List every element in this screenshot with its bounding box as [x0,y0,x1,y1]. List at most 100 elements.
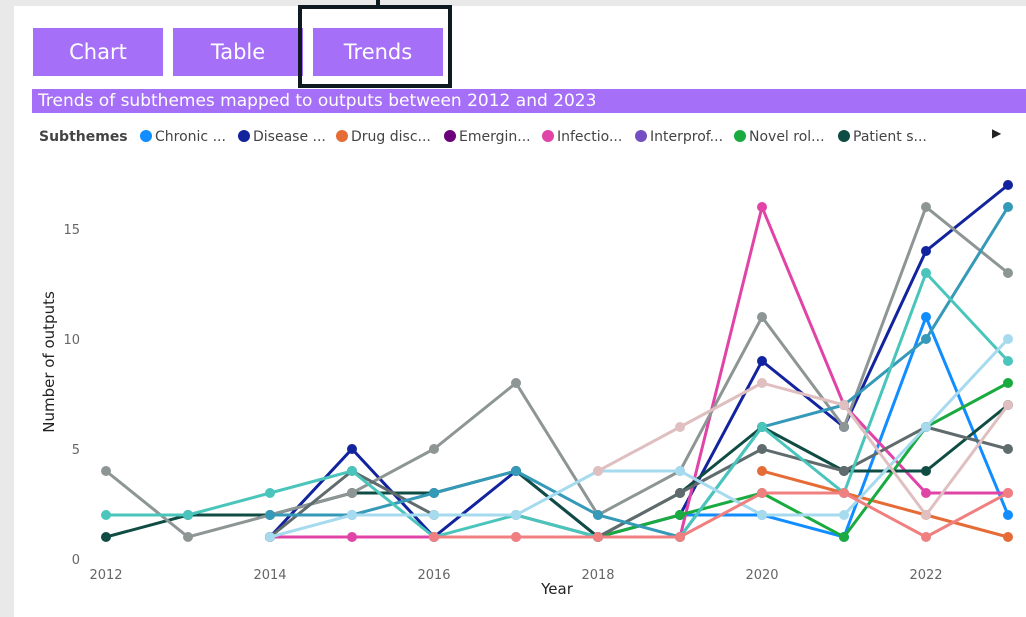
y-tick-label: 15 [63,223,80,238]
pointer-line [376,0,380,6]
series-line [269,425,1009,539]
data-point [593,532,603,542]
series-line [105,403,1009,539]
data-point [593,510,603,520]
legend-swatch [838,130,850,142]
data-point [921,510,931,520]
x-tick-label: 2018 [581,568,614,583]
data-point [921,334,931,344]
data-point [675,488,685,498]
y-tick-label: 0 [72,553,80,568]
data-point [1003,202,1013,212]
legend-label: Infectio... [557,129,622,145]
legend-swatch [734,130,746,142]
data-point [757,444,767,454]
data-point [757,510,767,520]
data-point [347,488,357,498]
data-point [921,268,931,278]
data-point [1003,180,1013,190]
y-tick-label: 5 [72,443,80,458]
trends-tab[interactable]: Trends [313,28,443,76]
data-point [839,510,849,520]
data-point [1003,356,1013,366]
x-tick-label: 2022 [909,568,942,583]
data-point [101,532,111,542]
data-point [511,510,521,520]
data-point [347,444,357,454]
data-point [757,378,767,388]
data-point [1003,444,1013,454]
data-point [675,510,685,520]
data-point [1003,334,1013,344]
data-point [921,532,931,542]
legend-label: Patient s... [853,129,927,145]
data-point [101,466,111,476]
data-point [757,488,767,498]
data-point [511,378,521,388]
legend-label: Interprof... [650,129,723,145]
legend-swatch [444,130,456,142]
legend-swatch [140,130,152,142]
data-point [839,532,849,542]
data-point [839,422,849,432]
legend-label: Drug disc... [351,129,431,145]
data-point [183,532,193,542]
data-point [921,466,931,476]
report-page: Chart Table Trends Trends of subthemes m… [14,0,1026,617]
data-point [429,510,439,520]
data-point [511,466,521,476]
data-point [757,312,767,322]
x-tick-label: 2020 [745,568,778,583]
data-point [101,510,111,520]
legend-title: Subthemes [39,129,128,145]
legend-swatch [336,130,348,142]
data-point [265,510,275,520]
legend-swatch [542,130,554,142]
data-point [675,532,685,542]
data-point [265,488,275,498]
y-tick-label: 10 [63,333,80,348]
data-point [265,532,275,542]
selection-box [298,5,452,88]
data-point [839,488,849,498]
legend-label: Chronic ... [155,129,226,145]
chart-title: Trends of subthemes mapped to outputs be… [32,89,1026,113]
x-tick-label: 2014 [253,568,286,583]
series-line [761,469,1009,539]
series-line [434,491,1009,539]
data-point [757,422,767,432]
data-point [757,466,767,476]
series-line [105,204,1009,539]
data-point [757,356,767,366]
series-line [597,381,1010,518]
legend-swatch [238,130,250,142]
table-tab[interactable]: Table [173,28,303,76]
data-point [1003,532,1013,542]
legend-label: Emergin... [459,129,531,145]
y-axis-title: Number of outputs [40,291,58,433]
x-tick-label: 2012 [89,568,122,583]
x-tick-label: 2016 [417,568,450,583]
legend-label: Novel rol... [749,129,825,145]
data-point [921,202,931,212]
series-line [106,270,1010,539]
data-point [757,202,767,212]
data-point [1003,378,1013,388]
legend-swatch [635,130,647,142]
data-point [1003,510,1013,520]
data-point [183,510,193,520]
data-point [1003,268,1013,278]
legend-next[interactable]: ▶ [992,126,1002,140]
data-point [839,400,849,410]
data-point [921,488,931,498]
data-point [429,488,439,498]
data-point [921,312,931,322]
data-point [921,246,931,256]
data-point [675,466,685,476]
data-point [429,532,439,542]
data-point [429,444,439,454]
data-point [675,422,685,432]
legend-label: Disease ... [253,129,326,145]
chart-tab[interactable]: Chart [33,28,163,76]
series-line [269,337,1010,539]
